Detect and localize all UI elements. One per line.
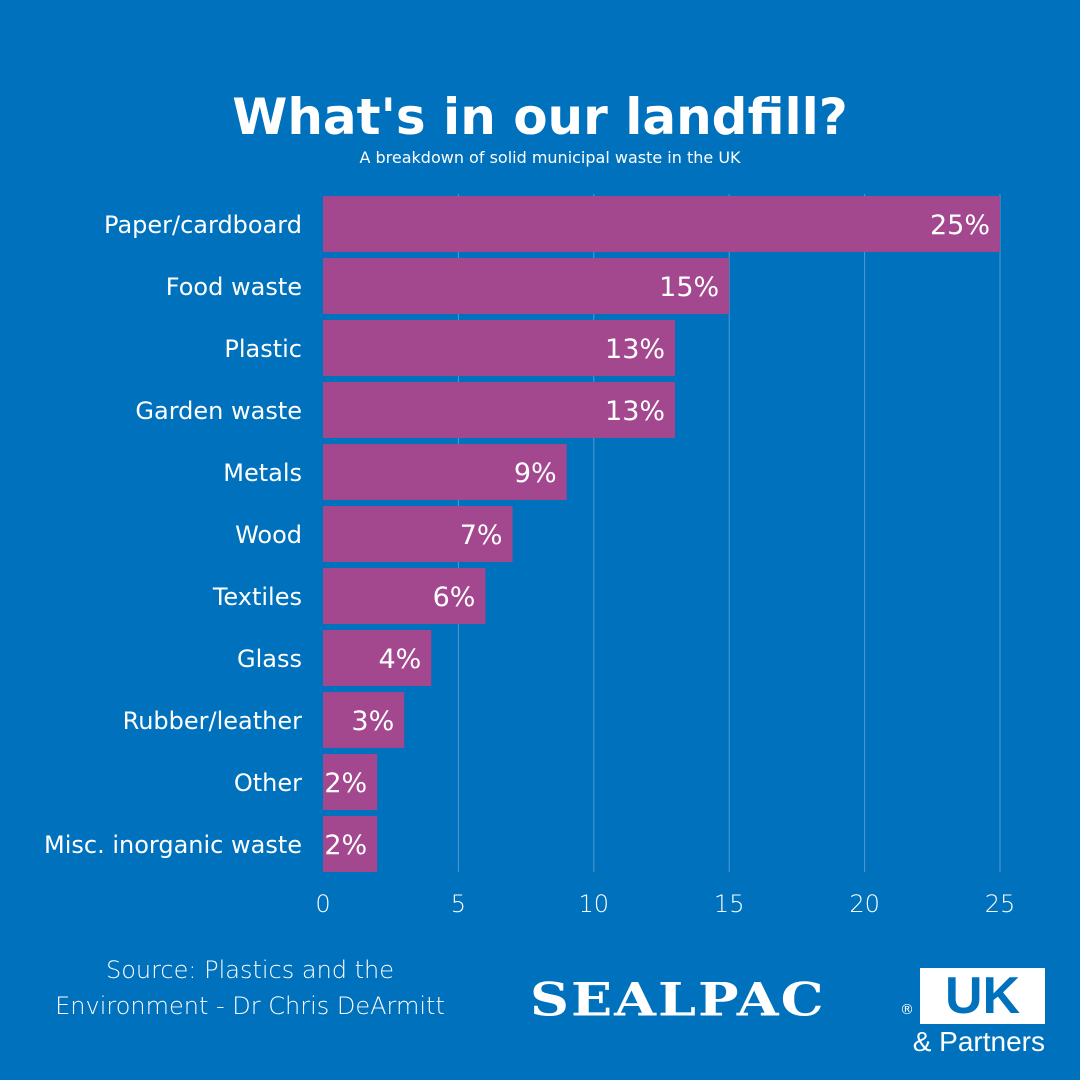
x-tick-label: 5 <box>451 890 466 918</box>
bar <box>323 196 1000 252</box>
x-tick-label: 0 <box>315 890 330 918</box>
x-tick-label: 15 <box>714 890 745 918</box>
data-label: 4% <box>378 644 421 675</box>
source-line-1: Source: Plastics and the <box>105 956 395 984</box>
chart-title: What's in our landfill? <box>232 88 848 146</box>
bar <box>323 692 405 748</box>
category-label: Rubber/leather <box>123 707 303 735</box>
bar <box>323 320 676 376</box>
category-label: Misc. inorganic waste <box>44 831 302 859</box>
category-label: Plastic <box>224 335 302 363</box>
logo-registered: ® <box>900 1002 914 1018</box>
data-label: 7% <box>460 520 503 551</box>
bar <box>323 568 486 624</box>
category-label: Other <box>234 769 302 797</box>
x-tick-label: 25 <box>985 890 1016 918</box>
category-label: Wood <box>235 521 302 549</box>
bar <box>323 754 378 810</box>
source-line-2: Environment - Dr Chris DeArmitt <box>55 992 445 1020</box>
chart-subtitle: A breakdown of solid municipal waste in … <box>359 148 741 167</box>
bar <box>323 816 378 872</box>
category-label: Garden waste <box>135 397 302 425</box>
data-label: 13% <box>605 396 665 427</box>
data-label: 2% <box>324 768 367 799</box>
bar <box>323 258 730 314</box>
data-label: 15% <box>659 272 719 303</box>
source-note: Source: Plastics and the Environment - D… <box>40 952 460 1024</box>
bar <box>323 382 676 438</box>
category-label: Food waste <box>166 273 302 301</box>
bar <box>323 444 567 500</box>
x-tick-label: 20 <box>849 890 880 918</box>
bar <box>323 506 513 562</box>
data-label: 3% <box>351 706 394 737</box>
sealpac-logo: SEALPAC ® UK & Partners <box>530 966 1045 1062</box>
logo-uk-badge: UK <box>920 968 1045 1024</box>
category-label: Paper/cardboard <box>104 211 302 239</box>
logo-wordmark: SEALPAC <box>530 972 826 1027</box>
data-label: 9% <box>514 458 557 489</box>
category-label: Glass <box>237 645 302 673</box>
x-tick-label: 10 <box>579 890 610 918</box>
category-label: Textiles <box>212 583 302 611</box>
logo-partners: & Partners <box>912 1026 1045 1057</box>
data-label: 2% <box>324 830 367 861</box>
category-label: Metals <box>223 459 302 487</box>
data-label: 13% <box>605 334 665 365</box>
bar <box>323 630 432 686</box>
data-label: 25% <box>930 210 990 241</box>
data-label: 6% <box>433 582 476 613</box>
